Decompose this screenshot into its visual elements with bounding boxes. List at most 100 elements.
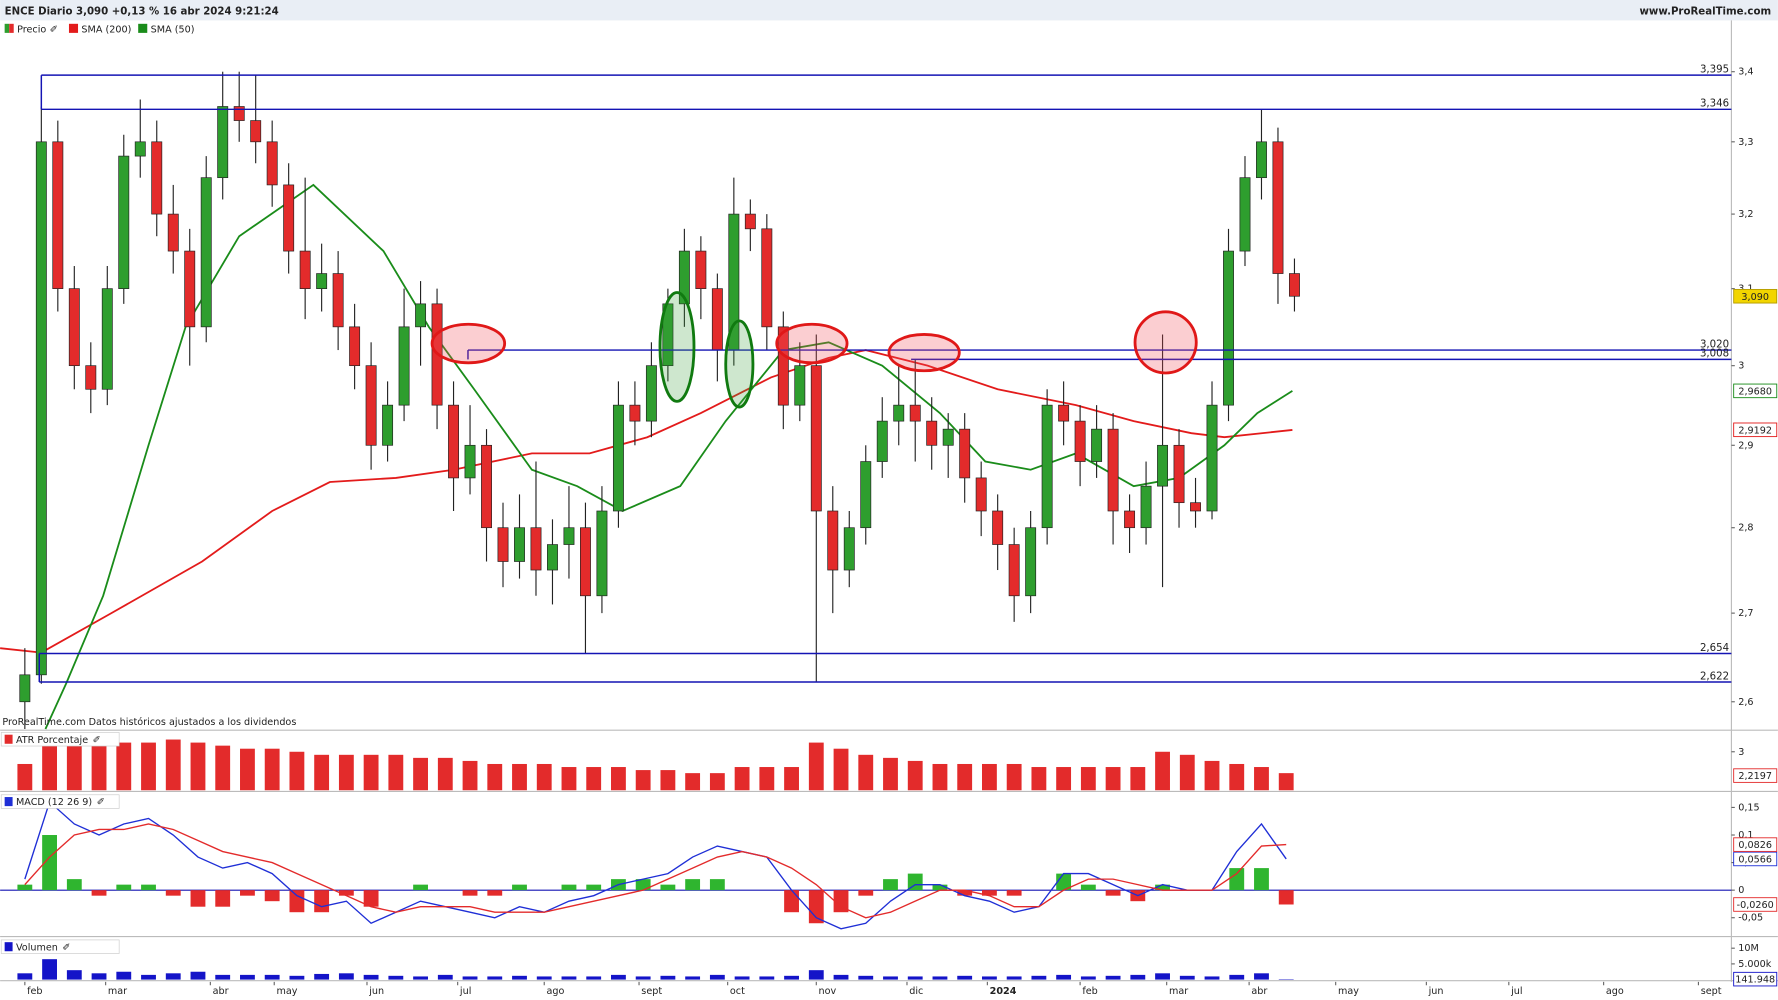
bar	[709, 974, 725, 980]
bar	[487, 976, 503, 980]
bar	[462, 760, 478, 791]
bar	[883, 757, 898, 791]
candle-body	[1289, 273, 1300, 297]
level-label: 3,020	[1700, 339, 1729, 350]
bar	[784, 975, 799, 980]
x-tick-label: ago	[546, 986, 564, 997]
macd-line	[24, 823, 1287, 919]
bar	[982, 976, 997, 980]
x-tick-label: jul	[1510, 986, 1522, 997]
candle-body	[629, 404, 641, 422]
bar	[42, 959, 57, 980]
bar	[1179, 754, 1195, 791]
histogram-bar	[586, 884, 602, 891]
candle-body	[1008, 544, 1020, 597]
candle-body	[415, 303, 427, 328]
x-tick-label: ago	[1606, 986, 1624, 997]
candle-body	[514, 527, 525, 562]
candle-body	[695, 250, 707, 289]
y-tick-label: 2,8	[1738, 523, 1753, 534]
last-value-label: 0,0566	[1738, 855, 1772, 866]
histogram-bar	[1155, 884, 1170, 891]
candle-body	[266, 141, 278, 186]
bar	[314, 754, 330, 791]
candle-body	[810, 365, 822, 512]
histogram-bar	[264, 890, 280, 902]
candle-body	[926, 420, 938, 446]
bar	[1080, 767, 1096, 791]
y-tick-label: 2,7	[1738, 608, 1753, 619]
y-tick-label: 3,2	[1738, 209, 1753, 220]
histogram-bar	[1229, 868, 1245, 891]
level-label: 3,346	[1700, 99, 1729, 110]
candle-body	[184, 250, 196, 328]
histogram-bar	[709, 879, 725, 891]
bar	[734, 976, 750, 980]
histogram-bar	[685, 879, 701, 891]
bar	[586, 976, 602, 980]
y-tick-label: 10M	[1738, 943, 1759, 954]
bar	[338, 754, 354, 791]
histogram-bar	[784, 890, 799, 913]
candle-body	[794, 365, 806, 406]
candle-body	[481, 444, 492, 529]
bar	[1204, 976, 1220, 980]
last-value-box	[1733, 422, 1778, 438]
last-value-label: 2,2197	[1738, 771, 1772, 782]
bar	[1155, 751, 1170, 791]
histogram-bar	[907, 873, 923, 891]
x-tick-label: mar	[1169, 986, 1188, 997]
bar	[66, 739, 82, 791]
candle-body	[1173, 444, 1185, 504]
panel-title: ATR Porcentaje	[16, 735, 88, 746]
x-tick-label: sept	[641, 986, 662, 997]
histogram-bar	[1006, 890, 1022, 896]
bar	[907, 976, 923, 980]
legend-icon: ✐	[50, 24, 58, 35]
y-tick-label: 5.000k	[1738, 959, 1772, 970]
bar	[240, 974, 255, 980]
histogram-bar	[487, 890, 503, 896]
candle-body	[596, 510, 608, 597]
sma-line	[0, 349, 1293, 654]
candle-body	[580, 527, 591, 597]
candle-body	[1190, 502, 1201, 512]
histogram-bar	[858, 890, 874, 896]
bar	[1105, 767, 1121, 791]
candle-body	[761, 228, 773, 328]
bar	[808, 742, 824, 791]
panel-title-box	[0, 939, 120, 954]
bar	[1179, 975, 1195, 980]
histogram-bar	[363, 890, 379, 907]
bar	[907, 760, 923, 791]
candle-body	[1223, 250, 1234, 406]
bar	[17, 973, 33, 980]
panel-title: MACD (12 26 9)	[16, 797, 92, 808]
x-tick-label: may	[1338, 986, 1359, 997]
candle-body	[365, 365, 377, 446]
candle-body	[975, 477, 987, 512]
candle-body	[827, 510, 839, 571]
bar	[413, 976, 428, 980]
bar	[784, 767, 799, 791]
candle-body	[777, 326, 789, 406]
histogram-bar	[17, 884, 33, 891]
bar	[932, 763, 948, 791]
y-tick-label: 0	[1738, 885, 1744, 896]
bar	[1080, 976, 1096, 980]
candle-body	[711, 288, 723, 351]
panel-icon: ✐	[62, 942, 70, 953]
bar	[1229, 763, 1245, 791]
bar	[91, 739, 107, 791]
bar	[586, 767, 602, 791]
histogram-bar	[165, 890, 181, 896]
bar	[1278, 773, 1294, 791]
panel-icon: ✐	[93, 735, 101, 746]
highlight-ellipse	[887, 333, 961, 373]
last-value-box	[1733, 383, 1778, 399]
y-tick-label: -0,05	[1738, 913, 1763, 924]
histogram-bar	[512, 884, 527, 891]
bar	[734, 767, 750, 791]
candle-body	[876, 420, 888, 462]
